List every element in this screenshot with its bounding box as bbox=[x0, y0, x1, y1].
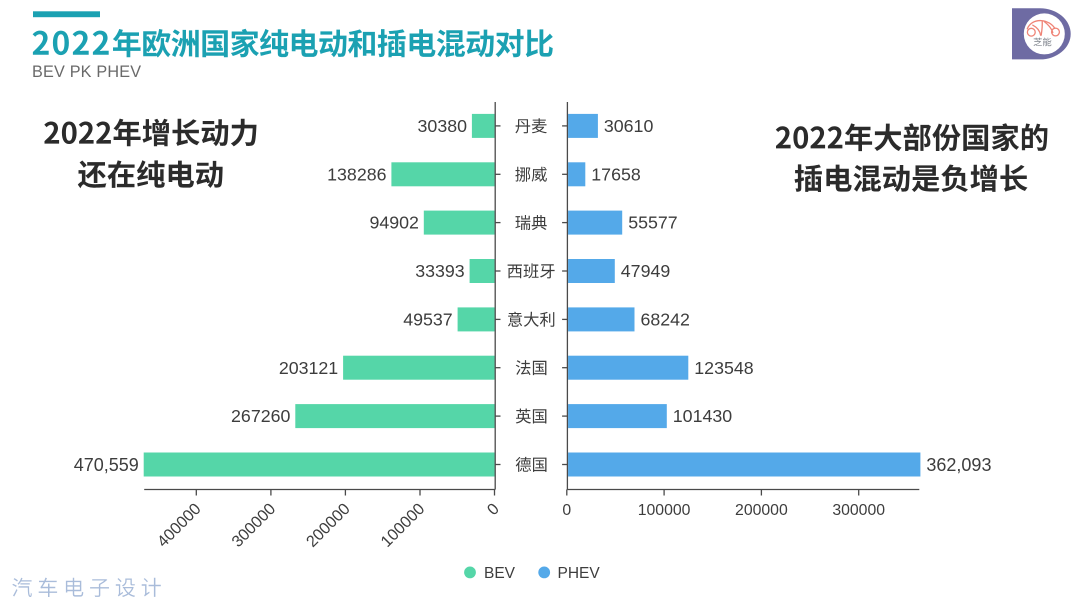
svg-text:68242: 68242 bbox=[641, 310, 690, 330]
svg-text:PHEV: PHEV bbox=[558, 565, 601, 582]
svg-text:300000: 300000 bbox=[832, 502, 885, 519]
svg-text:BEV: BEV bbox=[484, 565, 516, 582]
svg-text:33393: 33393 bbox=[415, 261, 465, 281]
svg-text:0: 0 bbox=[562, 502, 571, 519]
svg-text:200000: 200000 bbox=[735, 502, 788, 519]
svg-text:470,559: 470,559 bbox=[74, 455, 139, 475]
svg-text:101430: 101430 bbox=[673, 406, 732, 426]
svg-text:362,093: 362,093 bbox=[926, 455, 991, 475]
svg-text:100000: 100000 bbox=[638, 502, 691, 519]
svg-text:30380: 30380 bbox=[418, 116, 468, 136]
svg-text:49537: 49537 bbox=[403, 310, 452, 330]
svg-text:17658: 17658 bbox=[591, 164, 641, 184]
svg-text:55577: 55577 bbox=[628, 213, 677, 233]
svg-text:138286: 138286 bbox=[327, 164, 386, 184]
svg-text:123548: 123548 bbox=[694, 358, 753, 378]
svg-text:BEV PK PHEV: BEV PK PHEV bbox=[32, 63, 141, 81]
svg-text:30610: 30610 bbox=[604, 116, 654, 136]
svg-text:267260: 267260 bbox=[231, 406, 290, 426]
svg-text:94902: 94902 bbox=[369, 213, 418, 233]
svg-text:47949: 47949 bbox=[621, 261, 671, 281]
svg-text:203121: 203121 bbox=[279, 358, 338, 378]
